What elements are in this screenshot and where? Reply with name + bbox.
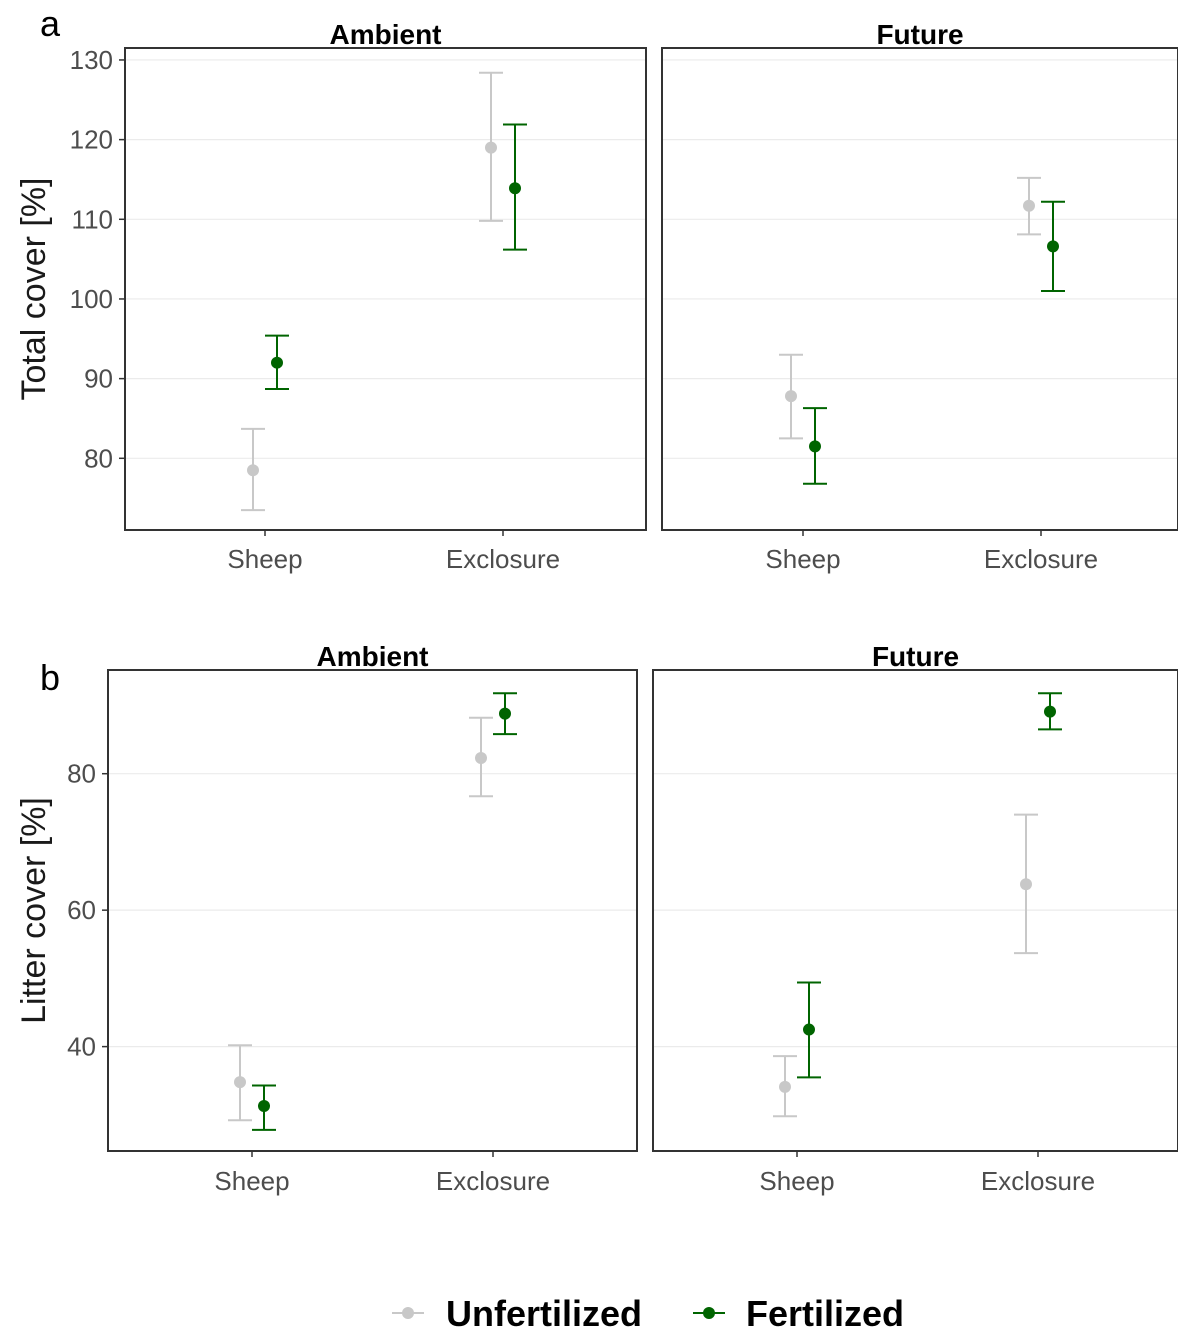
y-tick-label-60: 60 <box>67 895 96 925</box>
y-tick-label-110: 110 <box>72 204 113 234</box>
facet-title-ambient: Ambient <box>317 641 429 672</box>
point-unfertilized-sheep <box>234 1076 246 1088</box>
x-tick-label-sheep: Sheep <box>759 1166 834 1196</box>
x-tick-label-sheep: Sheep <box>214 1166 289 1196</box>
legend-key-point-unfertilized <box>402 1307 414 1319</box>
y-tick-label-90: 90 <box>84 364 113 394</box>
point-unfertilized-exclosure <box>1023 200 1035 212</box>
point-fertilized-sheep <box>809 440 821 452</box>
point-fertilized-exclosure <box>1044 706 1056 718</box>
point-fertilized-sheep <box>258 1100 270 1112</box>
legend-label-fertilized: Fertilized <box>746 1293 904 1331</box>
point-fertilized-sheep <box>271 357 283 369</box>
x-tick-label-sheep: Sheep <box>227 544 302 574</box>
point-unfertilized-sheep <box>247 464 259 476</box>
y-tick-label-40: 40 <box>67 1032 96 1062</box>
x-tick-label-exclosure: Exclosure <box>984 544 1098 574</box>
y-tick-label-100: 100 <box>70 284 113 314</box>
point-fertilized-exclosure <box>499 708 511 720</box>
y-tick-label-120: 120 <box>70 125 113 155</box>
x-tick-label-exclosure: Exclosure <box>436 1166 550 1196</box>
point-unfertilized-exclosure <box>475 752 487 764</box>
x-tick-label-sheep: Sheep <box>765 544 840 574</box>
panel-letter-b: b <box>40 657 60 698</box>
facet-title-future: Future <box>872 641 959 672</box>
point-unfertilized-exclosure <box>485 142 497 154</box>
x-tick-label-exclosure: Exclosure <box>446 544 560 574</box>
facet-title-ambient: Ambient <box>330 19 442 50</box>
facet-title-future: Future <box>876 19 963 50</box>
point-unfertilized-exclosure <box>1020 878 1032 890</box>
legend-label-unfertilized: Unfertilized <box>446 1293 642 1331</box>
y-tick-label-80: 80 <box>84 443 113 473</box>
point-unfertilized-sheep <box>785 390 797 402</box>
panel-letter-a: a <box>40 3 61 44</box>
y-axis-label: Litter cover [%] <box>15 797 53 1024</box>
point-fertilized-exclosure <box>1047 240 1059 252</box>
legend-key-point-fertilized <box>703 1307 715 1319</box>
point-fertilized-sheep <box>803 1024 815 1036</box>
point-fertilized-exclosure <box>509 182 521 194</box>
y-tick-label-130: 130 <box>70 45 113 75</box>
x-tick-label-exclosure: Exclosure <box>981 1166 1095 1196</box>
point-unfertilized-sheep <box>779 1081 791 1093</box>
y-axis-label: Total cover [%] <box>15 178 53 401</box>
y-tick-label-80: 80 <box>67 759 96 789</box>
